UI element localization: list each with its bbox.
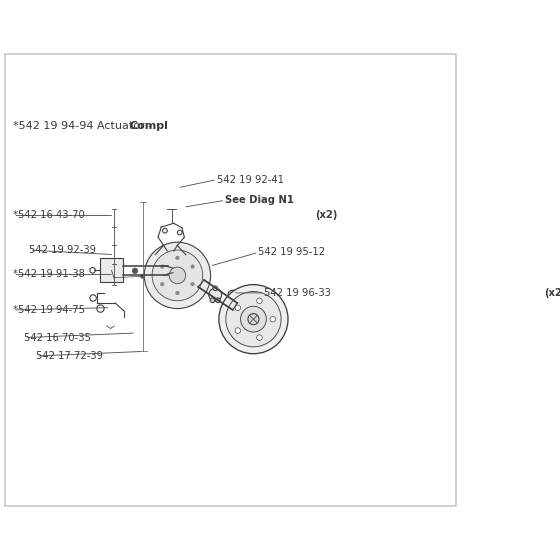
Circle shape: [169, 267, 186, 284]
Text: Compl: Compl: [129, 120, 168, 130]
Circle shape: [97, 305, 104, 312]
Circle shape: [152, 250, 203, 301]
Circle shape: [191, 265, 194, 268]
Circle shape: [176, 291, 179, 295]
Circle shape: [256, 298, 262, 304]
Text: 542 19 96-33: 542 19 96-33: [264, 288, 334, 298]
Text: *542 19 94-75: *542 19 94-75: [13, 305, 85, 315]
Circle shape: [144, 242, 211, 309]
Circle shape: [90, 268, 95, 273]
Text: 542 17 72-39: 542 17 72-39: [36, 351, 103, 361]
Text: 542 16 70-35: 542 16 70-35: [25, 333, 91, 343]
Text: *542 19 91-38: *542 19 91-38: [13, 269, 85, 279]
Circle shape: [209, 288, 222, 301]
Text: 542 19 92-41: 542 19 92-41: [217, 175, 283, 185]
Bar: [100, 258, 123, 282]
Text: (x2): (x2): [315, 211, 337, 221]
Ellipse shape: [228, 290, 239, 297]
Circle shape: [213, 286, 217, 291]
Circle shape: [191, 282, 194, 286]
Text: (x2): (x2): [544, 288, 560, 298]
Circle shape: [160, 282, 164, 286]
Circle shape: [162, 228, 167, 233]
Circle shape: [226, 292, 281, 347]
Circle shape: [219, 284, 288, 354]
Text: *542 19 94-94 Actuator -: *542 19 94-94 Actuator -: [13, 120, 156, 130]
Circle shape: [90, 295, 96, 301]
Circle shape: [141, 274, 145, 279]
Circle shape: [248, 314, 259, 325]
Circle shape: [235, 305, 241, 311]
Text: *542 16 43-70: *542 16 43-70: [13, 211, 88, 221]
Circle shape: [176, 256, 179, 260]
Circle shape: [210, 298, 214, 302]
Circle shape: [216, 298, 220, 302]
Text: 542 19 95-12: 542 19 95-12: [258, 248, 325, 258]
Circle shape: [168, 266, 176, 274]
Circle shape: [235, 328, 241, 333]
Circle shape: [178, 230, 182, 235]
Circle shape: [241, 306, 267, 332]
Text: 542 19 92-39: 542 19 92-39: [29, 245, 96, 255]
Circle shape: [160, 265, 164, 268]
Circle shape: [256, 335, 262, 340]
Circle shape: [132, 268, 138, 273]
Circle shape: [270, 316, 276, 322]
Text: See Diag N1: See Diag N1: [225, 195, 294, 206]
